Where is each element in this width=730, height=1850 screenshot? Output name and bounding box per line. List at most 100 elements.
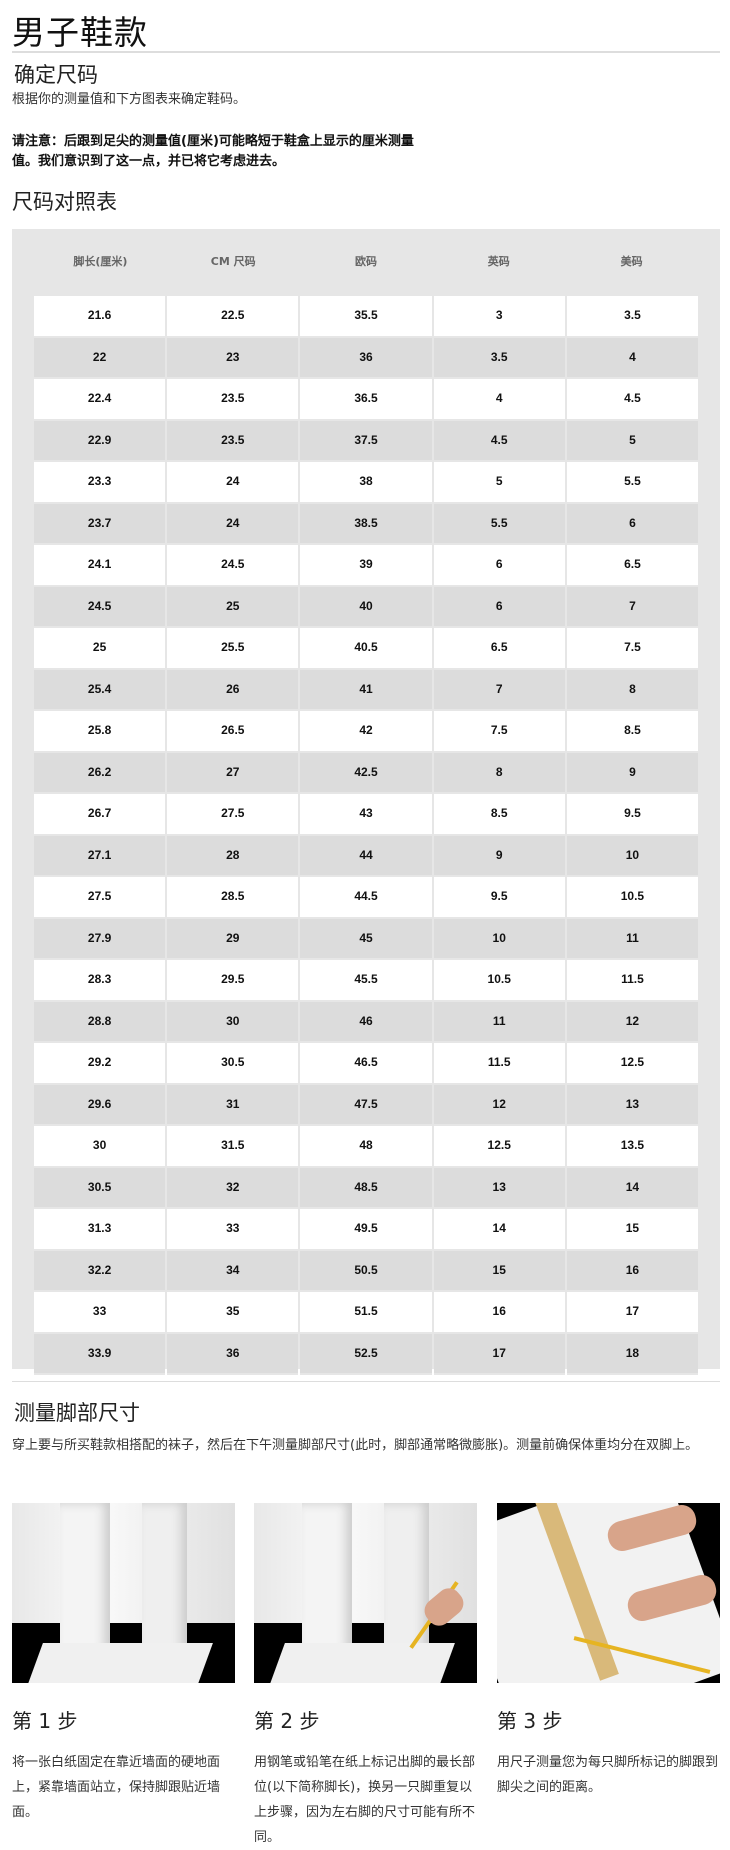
table-row: 29.2 30.5 46.5 11.5 12.5 bbox=[34, 1043, 699, 1085]
table-row: 21.6 22.5 35.5 3 3.5 bbox=[34, 296, 699, 338]
table-cell: 4 bbox=[433, 379, 565, 421]
table-cell: 24.5 bbox=[34, 586, 166, 628]
step-2-title: 第 2 步 bbox=[254, 1709, 320, 1733]
table-cell: 35 bbox=[167, 1292, 299, 1334]
table-cell: 44 bbox=[300, 835, 432, 877]
table-cell: 10 bbox=[433, 918, 565, 960]
column-header: 美码 bbox=[620, 255, 643, 268]
table-cell: 49.5 bbox=[300, 1209, 432, 1251]
page-title: 男子鞋款 bbox=[12, 13, 148, 52]
table-cell: 29.5 bbox=[167, 960, 299, 1002]
table-header: 脚长(厘米) CM 尺码 欧码 英码 美码 bbox=[34, 229, 698, 295]
table-cell: 12 bbox=[433, 1084, 565, 1126]
table-cell: 6.5 bbox=[433, 628, 565, 670]
table-cell: 33 bbox=[167, 1209, 299, 1251]
table-cell: 31 bbox=[167, 1084, 299, 1126]
table-cell: 8 bbox=[433, 752, 565, 794]
table-cell: 30 bbox=[34, 1126, 166, 1168]
table-row: 30 31.5 48 12.5 13.5 bbox=[34, 1126, 699, 1168]
table-row: 27.1 28 44 9 10 bbox=[34, 835, 699, 877]
step-1-title: 第 1 步 bbox=[12, 1709, 78, 1733]
table-cell: 42 bbox=[300, 711, 432, 753]
table-cell: 27.1 bbox=[34, 835, 166, 877]
table-cell: 46.5 bbox=[300, 1043, 432, 1085]
table-cell: 24 bbox=[167, 462, 299, 504]
step-1-photo bbox=[12, 1503, 235, 1683]
table-cell: 26.5 bbox=[167, 711, 299, 753]
table-cell: 45 bbox=[300, 918, 432, 960]
table-cell: 9.5 bbox=[566, 794, 699, 836]
table-row: 26.7 27.5 43 8.5 9.5 bbox=[34, 794, 699, 836]
table-row: 25.4 26 41 7 8 bbox=[34, 669, 699, 711]
table-cell: 11.5 bbox=[433, 1043, 565, 1085]
table-cell: 28 bbox=[167, 835, 299, 877]
table-cell: 31.5 bbox=[167, 1126, 299, 1168]
table-cell: 22.5 bbox=[167, 296, 299, 338]
table-cell: 7.5 bbox=[433, 711, 565, 753]
table-cell: 16 bbox=[433, 1292, 565, 1334]
determine-intro: 根据你的测量值和下方图表来确定鞋码。 bbox=[12, 92, 247, 107]
table-cell: 13 bbox=[433, 1167, 565, 1209]
table-cell: 31.3 bbox=[34, 1209, 166, 1251]
table-cell: 3.5 bbox=[433, 337, 565, 379]
table-cell: 44.5 bbox=[300, 877, 432, 919]
table-cell: 50.5 bbox=[300, 1250, 432, 1292]
table-cell: 15 bbox=[566, 1209, 699, 1251]
step-3-title: 第 3 步 bbox=[497, 1709, 563, 1733]
table-cell: 28.3 bbox=[34, 960, 166, 1002]
table-cell: 3.5 bbox=[566, 296, 699, 338]
table-cell: 6 bbox=[433, 586, 565, 628]
table-cell: 26.7 bbox=[34, 794, 166, 836]
table-cell: 5.5 bbox=[566, 462, 699, 504]
table-cell: 24 bbox=[167, 503, 299, 545]
table-cell: 27 bbox=[167, 752, 299, 794]
table-cell: 27.9 bbox=[34, 918, 166, 960]
table-row: 33.9 36 52.5 17 18 bbox=[34, 1333, 699, 1375]
table-cell: 12 bbox=[566, 1001, 699, 1043]
table-cell: 34 bbox=[167, 1250, 299, 1292]
size-chart-table: 脚长(厘米) CM 尺码 欧码 英码 美码 21.6 22.5 35.5 3 3.5 22… bbox=[12, 229, 720, 1375]
table-cell: 23.5 bbox=[167, 379, 299, 421]
table-cell: 25 bbox=[34, 628, 166, 670]
table-cell: 9 bbox=[566, 752, 699, 794]
step-3-text: 用尺子测量您为每只脚所标记的脚跟到脚尖之间的距离。 bbox=[497, 1755, 719, 1795]
table-cell: 5 bbox=[566, 420, 699, 462]
measure-intro: 穿上要与所买鞋款相搭配的袜子，然后在下午测量脚部尺寸(此时，脚部通常略微膨胀)。… bbox=[12, 1438, 699, 1453]
table-cell: 38 bbox=[300, 462, 432, 504]
table-cell: 22.4 bbox=[34, 379, 166, 421]
table-cell: 23.3 bbox=[34, 462, 166, 504]
table-row: 31.3 33 49.5 14 15 bbox=[34, 1209, 699, 1251]
table-row: 23.7 24 38.5 5.5 6 bbox=[34, 503, 699, 545]
table-row: 28.8 30 46 11 12 bbox=[34, 1001, 699, 1043]
measure-heading: 测量脚部尺寸 bbox=[14, 1401, 140, 1425]
table-cell: 32.2 bbox=[34, 1250, 166, 1292]
table-cell: 23.5 bbox=[167, 420, 299, 462]
table-cell: 29.2 bbox=[34, 1043, 166, 1085]
table-cell: 27.5 bbox=[167, 794, 299, 836]
table-row: 33 35 51.5 16 17 bbox=[34, 1292, 699, 1334]
table-row: 24.1 24.5 39 6 6.5 bbox=[34, 545, 699, 587]
table-row: 24.5 25 40 6 7 bbox=[34, 586, 699, 628]
table-cell: 25.5 bbox=[167, 628, 299, 670]
table-cell: 28.8 bbox=[34, 1001, 166, 1043]
column-header: 英码 bbox=[487, 255, 510, 268]
table-cell: 36.5 bbox=[300, 379, 432, 421]
table-cell: 18 bbox=[566, 1333, 699, 1375]
table-cell: 29 bbox=[167, 918, 299, 960]
table-body: 21.6 22.5 35.5 3 3.5 22 23 36 3.5 4 22.4 23.5 36.5 4 4… bbox=[34, 296, 699, 1375]
table-cell: 10.5 bbox=[433, 960, 565, 1002]
table-cell: 4 bbox=[566, 337, 699, 379]
table-cell: 45.5 bbox=[300, 960, 432, 1002]
table-cell: 8.5 bbox=[433, 794, 565, 836]
table-cell: 8.5 bbox=[566, 711, 699, 753]
table-cell: 36 bbox=[300, 337, 432, 379]
table-cell: 21.6 bbox=[34, 296, 166, 338]
table-cell: 24.1 bbox=[34, 545, 166, 587]
table-cell: 37.5 bbox=[300, 420, 432, 462]
table-cell: 30 bbox=[167, 1001, 299, 1043]
note-line-2: 值。我们意识到了这一点，并已将它考虑进去。 bbox=[12, 154, 286, 169]
table-cell: 30.5 bbox=[34, 1167, 166, 1209]
table-cell: 43 bbox=[300, 794, 432, 836]
step-2-text: 用钢笔或铅笔在纸上标记出脚的最长部位(以下简称脚长)，换另一只脚重复以上步骤，因… bbox=[254, 1755, 476, 1845]
table-cell: 12.5 bbox=[566, 1043, 699, 1085]
